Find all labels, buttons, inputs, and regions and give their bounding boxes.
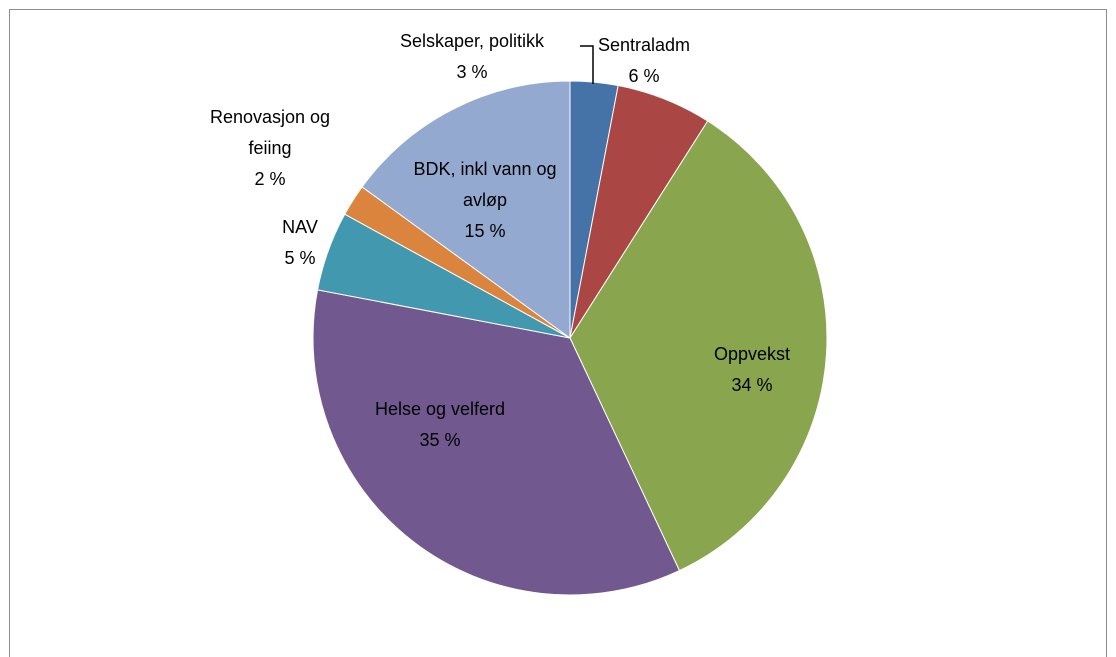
slice-label: Renovasjon og feiing 2 % <box>195 102 345 195</box>
category-label: Helse og velferd <box>374 399 506 419</box>
value-label: 34 % <box>731 375 773 395</box>
slice-label: Helse og velferd 35 % <box>375 394 505 456</box>
slice-label: Oppvekst 34 % <box>714 339 790 401</box>
slice-label: BDK, inkl vann og avløp 15 % <box>410 154 560 247</box>
category-label: Oppvekst <box>713 344 791 364</box>
category-label: Selskaper, politikk <box>399 31 545 51</box>
pie-slice <box>312 289 681 596</box>
leader-line <box>580 45 594 84</box>
pie-slice <box>361 80 571 339</box>
category-label: Renovasjon og feiing <box>209 107 331 158</box>
category-label: Sentraladm <box>597 35 691 55</box>
value-label: 2 % <box>254 169 286 189</box>
value-label: 3 % <box>456 62 488 82</box>
category-label: NAV <box>282 217 318 237</box>
value-label: 15 % <box>464 221 506 241</box>
pie-slice <box>569 120 828 572</box>
pie <box>312 80 828 596</box>
slice-label: Sentraladm 6 % <box>598 30 690 92</box>
category-label: BDK, inkl vann og avløp <box>413 159 557 210</box>
slice-label: NAV 5 % <box>282 212 318 274</box>
value-label: 5 % <box>284 248 316 268</box>
value-label: 35 % <box>419 430 461 450</box>
slice-label: Selskaper, politikk 3 % <box>400 26 544 88</box>
value-label: 6 % <box>628 66 660 86</box>
